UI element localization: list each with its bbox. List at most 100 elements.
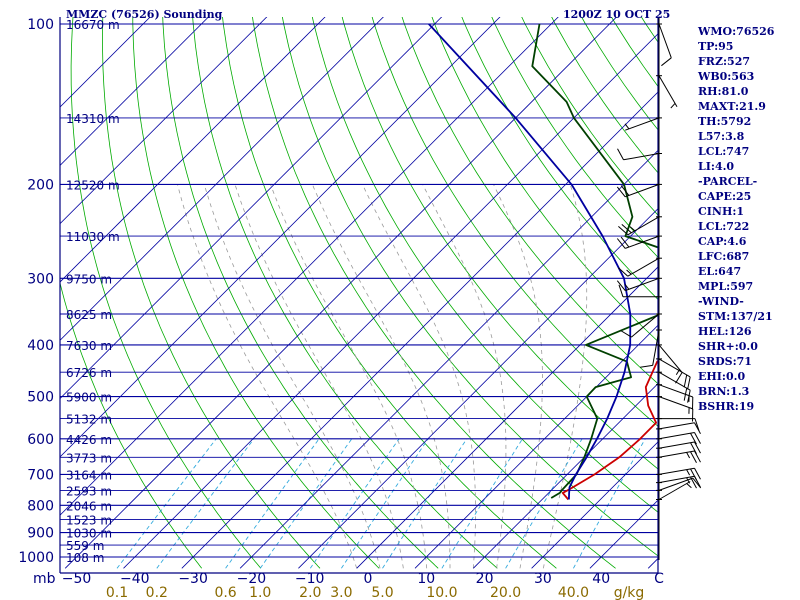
moist-adiabat: [542, 184, 588, 569]
wind-barb: [658, 481, 692, 500]
mixing-ratio-line: [259, 438, 353, 569]
temperature-tick-label: −50: [62, 571, 92, 587]
mixing-ratio-label: 20.0: [490, 585, 521, 600]
pressure-tick-label: 300: [27, 271, 54, 287]
wind-barb-shaft: [658, 450, 695, 458]
pressure-tick-label: 900: [27, 526, 54, 542]
wind-barb-shaft: [658, 432, 695, 440]
mixing-ratio-label: 0.1: [106, 585, 128, 600]
wind-barb-shaft: [627, 216, 660, 236]
wind-barb-shaft: [658, 384, 693, 398]
index-item: WB0:563: [698, 70, 755, 83]
height-label: 8625 m: [66, 308, 112, 322]
wind-barb: [618, 257, 660, 277]
isotherm: [60, 17, 209, 166]
index-item: TP:95: [698, 40, 734, 53]
isotherm: [473, 383, 658, 569]
wind-barb-flag: [692, 477, 702, 489]
index-item: TH:5792: [698, 115, 752, 128]
mixing-ratio-line: [382, 438, 468, 569]
index-item: MAXT:21.9: [698, 100, 766, 113]
isotherm: [123, 33, 658, 569]
temperature-tick-label: 40: [592, 571, 610, 587]
temperature-tick-labels: −50 −40 −30 −20 −10 0 10 20 30 40 C: [62, 571, 664, 587]
mixing-ratio-line: [505, 438, 583, 569]
temperature-tick-label: −40: [120, 571, 150, 587]
mixing-ratio-line: [441, 438, 523, 569]
wind-barb-shaft: [658, 467, 695, 475]
moist-adiabat: [203, 184, 381, 569]
pressure-tick-label: 100: [27, 17, 54, 33]
height-label: 12520 m: [66, 178, 120, 192]
isotherm: [60, 17, 443, 400]
pressure-tick-label: 200: [27, 177, 54, 193]
height-label: 14310 m: [66, 112, 120, 126]
isotherm: [60, 17, 559, 516]
height-label: 4426 m: [66, 433, 112, 447]
series-temperature: [561, 359, 658, 501]
temperature-tick-label: 0: [364, 571, 373, 587]
wind-barb: [616, 183, 660, 198]
wind-barb: [616, 235, 660, 249]
sounding-datetime: 1200Z 10 OCT 25: [563, 8, 671, 21]
mixing-ratio-label: 2.0: [299, 585, 321, 600]
wind-barb-shaft: [652, 329, 660, 366]
isotherm: [181, 91, 658, 569]
wind-barb: [658, 23, 672, 67]
index-item: L57:3.8: [698, 130, 745, 143]
pressure-tick-labels: 100 200 300 400 500 600 700 800 900 1000 mb: [18, 17, 55, 587]
wind-barb-flag: [694, 432, 701, 444]
wind-barb-flag: [694, 441, 701, 454]
isobars: [60, 23, 658, 558]
isotherm: [60, 17, 501, 458]
index-item: LCL:722: [698, 220, 750, 233]
wind-barb-half-flag: [629, 226, 636, 232]
index-item: STM:137/21: [698, 310, 773, 323]
wind-barb-shaft: [658, 422, 695, 430]
mixing-ratio-unit: g/kg: [614, 585, 645, 600]
moist-adiabat: [362, 184, 476, 569]
wind-barb-half-flag: [686, 469, 691, 476]
wind-barb-half-flag: [686, 483, 692, 489]
wind-barb-flag: [690, 451, 697, 464]
mixing-ratio-label: 5.0: [371, 585, 393, 600]
wind-barb: [658, 477, 702, 491]
pressure-tick-label: 600: [27, 432, 54, 448]
isotherm: [64, 17, 618, 569]
isotherm: [239, 149, 658, 569]
mixing-ratio-label: 1.0: [249, 585, 271, 600]
wind-barb-shaft: [627, 257, 660, 277]
dry-adiabats: [60, 17, 658, 569]
wind-barb-shaft: [631, 313, 660, 338]
moist-adiabat: [177, 184, 358, 569]
wind-barb: [658, 441, 701, 455]
height-label: 11030 m: [66, 230, 120, 244]
profiles: [428, 23, 658, 501]
wind-barb-shaft: [658, 358, 691, 378]
wind-barb-flag: [694, 476, 701, 488]
index-item: LCL:747: [698, 145, 750, 158]
index-item: WMO:76526: [698, 25, 775, 38]
wind-barb-flag: [694, 422, 701, 435]
wind-barb-flag: [617, 148, 624, 161]
height-label: 7630 m: [66, 339, 112, 353]
height-label: 5132 m: [66, 413, 112, 427]
plot-frame: [59, 17, 659, 574]
wind-barb-half-flag: [624, 123, 630, 130]
wind-barb-shaft: [625, 117, 660, 131]
pressure-tick-label: 500: [27, 390, 54, 406]
station-title: MMZC (76526) Sounding: [66, 8, 223, 21]
mixing-ratio-line: [573, 438, 646, 569]
height-label: 2046 m: [66, 499, 112, 513]
index-item: EL:647: [698, 265, 742, 278]
height-label: 2593 m: [66, 484, 112, 498]
isotherm: [531, 441, 658, 569]
isotherm: [60, 17, 268, 225]
mixing-ratio-labels: 0.1 0.2 0.6 1.0 2.0 3.0 5.0 10.0 20.0 40.0 g/kg: [106, 585, 644, 600]
wind-barb: [616, 277, 660, 292]
wind-barb-shaft: [658, 344, 683, 373]
wind-barb-flag: [616, 186, 626, 198]
temperature-axis-label: C: [654, 571, 664, 587]
wind-barb: [658, 358, 691, 390]
